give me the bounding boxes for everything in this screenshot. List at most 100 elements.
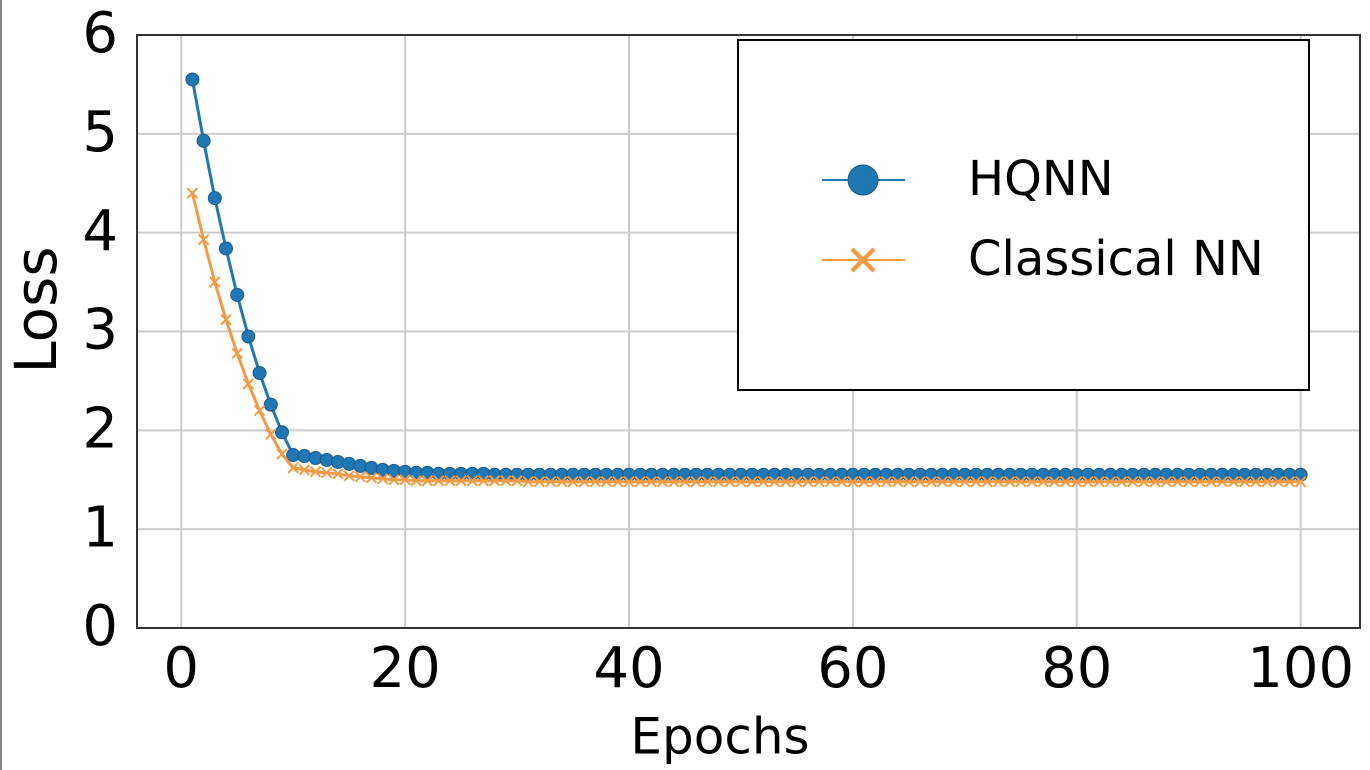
marker <box>309 466 322 478</box>
marker <box>1149 476 1161 488</box>
marker <box>1026 476 1038 488</box>
marker <box>612 476 624 488</box>
marker <box>1293 467 1308 482</box>
x-axis-label: Epochs <box>630 708 809 766</box>
marker <box>252 366 267 381</box>
marker <box>231 347 243 359</box>
y-tick-label: 2 <box>82 396 118 461</box>
marker <box>712 476 725 488</box>
marker <box>241 329 256 344</box>
marker <box>1238 476 1251 488</box>
marker <box>533 476 546 488</box>
marker <box>679 476 691 488</box>
x-tick-label: 20 <box>369 636 440 701</box>
marker <box>992 476 1005 488</box>
marker <box>1082 476 1094 488</box>
marker <box>891 476 904 488</box>
marker <box>1093 476 1105 488</box>
marker <box>1037 476 1049 488</box>
marker <box>1227 476 1240 488</box>
y-tick-label: 3 <box>82 298 118 363</box>
marker <box>1160 476 1173 488</box>
x-tick-label: 60 <box>817 636 888 701</box>
marker <box>724 476 736 488</box>
marker <box>544 476 557 488</box>
marker <box>1216 476 1229 488</box>
marker <box>253 404 266 417</box>
series-line <box>190 192 1301 484</box>
plot <box>185 72 1308 488</box>
marker <box>410 475 423 487</box>
marker <box>242 378 255 390</box>
marker <box>623 476 635 488</box>
marker <box>298 464 311 476</box>
marker <box>265 428 277 440</box>
marker <box>1127 476 1139 488</box>
marker <box>1138 476 1150 488</box>
legend-marker <box>847 164 879 196</box>
marker <box>1294 476 1307 488</box>
x-tick-label: 40 <box>593 636 664 701</box>
marker <box>1272 476 1284 488</box>
marker <box>1059 476 1072 488</box>
marker <box>276 448 288 460</box>
marker <box>824 476 837 488</box>
marker <box>1205 476 1217 488</box>
marker <box>970 476 982 488</box>
marker <box>444 475 456 487</box>
marker <box>690 476 702 488</box>
marker <box>421 475 434 487</box>
marker <box>768 476 781 488</box>
marker <box>959 476 971 488</box>
marker <box>735 476 747 488</box>
marker <box>500 475 512 487</box>
marker <box>947 476 960 488</box>
marker <box>1115 476 1128 488</box>
marker <box>1183 476 1195 488</box>
marker <box>365 472 378 484</box>
marker <box>1015 476 1027 488</box>
marker <box>230 287 245 302</box>
marker <box>668 476 680 488</box>
marker <box>1283 476 1296 488</box>
marker <box>1048 476 1061 488</box>
marker <box>263 397 278 412</box>
y-tick-label: 1 <box>82 495 118 560</box>
marker <box>701 476 714 488</box>
marker <box>1250 476 1262 488</box>
marker <box>880 476 893 488</box>
marker <box>858 476 870 488</box>
marker <box>209 276 221 288</box>
y-tick-label: 4 <box>82 199 118 264</box>
legend-label: Classical NN <box>968 231 1264 287</box>
marker <box>556 476 568 488</box>
marker <box>354 471 367 483</box>
x-tick-label: 0 <box>163 636 199 701</box>
marker <box>780 476 792 488</box>
legend-box <box>737 39 1310 391</box>
marker <box>914 476 926 488</box>
marker <box>1003 476 1016 488</box>
marker <box>981 476 993 488</box>
marker <box>925 476 937 488</box>
marker <box>488 475 501 487</box>
x-tick-label: 80 <box>1041 636 1112 701</box>
y-tick-label: 6 <box>82 1 118 66</box>
marker <box>903 476 915 488</box>
marker <box>936 476 949 488</box>
marker <box>813 476 826 488</box>
y-axis-label: Loss <box>2 246 70 373</box>
marker <box>388 474 400 486</box>
marker <box>1104 476 1117 488</box>
marker <box>847 476 859 488</box>
marker <box>1171 476 1184 488</box>
legend: HQNN Classical NN <box>737 39 1310 391</box>
marker <box>207 191 222 206</box>
marker <box>321 467 333 479</box>
plot-frame <box>136 34 1361 629</box>
marker <box>656 476 669 488</box>
marker <box>757 476 770 488</box>
marker <box>1194 476 1206 488</box>
marker <box>645 476 658 488</box>
marker <box>1071 476 1083 488</box>
